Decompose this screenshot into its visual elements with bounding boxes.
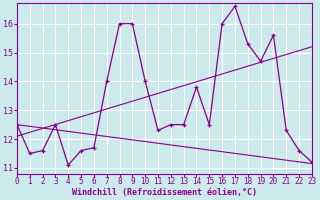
X-axis label: Windchill (Refroidissement éolien,°C): Windchill (Refroidissement éolien,°C) <box>72 188 257 197</box>
